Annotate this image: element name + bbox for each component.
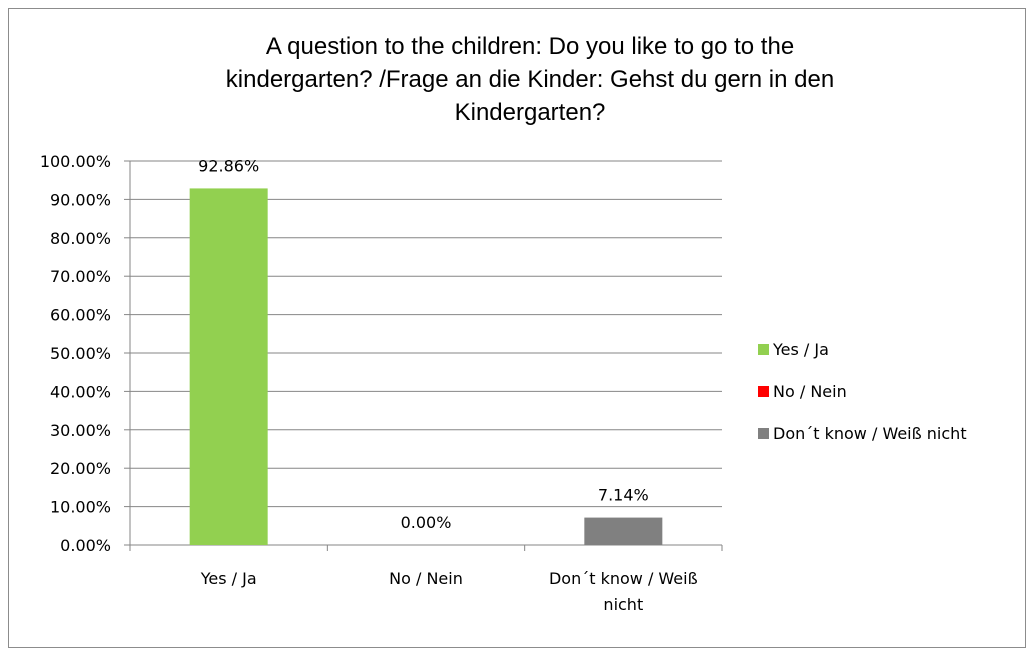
y-tick-label: 20.00% <box>50 459 111 478</box>
legend-swatch-no <box>758 385 769 397</box>
bar-chart: 0.00% 10.00% 20.00% 30.00% 40.00% 50.00% 60.00… <box>40 152 723 614</box>
chart-legend: Yes / Ja No / Nein Don´t know / Weiß nic… <box>758 328 967 454</box>
bar <box>189 188 268 545</box>
chart-frame <box>8 8 1026 648</box>
data-label: 7.14% <box>598 486 649 505</box>
x-tick-label: nicht <box>603 595 643 614</box>
y-tick-label: 80.00% <box>50 229 111 248</box>
y-tick-label: 30.00% <box>50 421 111 440</box>
legend-item-dont-know: Don´t know / Weiß nicht <box>758 412 967 454</box>
legend-item-yes: Yes / Ja <box>758 328 967 370</box>
y-tick-label: 0.00% <box>60 536 111 555</box>
x-tick-label: Don´t know / Weiß <box>549 569 698 588</box>
chart-title: A question to the children: Do you like … <box>120 30 940 129</box>
bar <box>584 517 663 545</box>
y-tick-label: 70.00% <box>50 267 111 286</box>
legend-swatch-yes <box>758 343 769 355</box>
y-tick-label: 40.00% <box>50 382 111 401</box>
chart-title-line-1: A question to the children: Do you like … <box>265 33 795 60</box>
chart-title-line-2: kindergarten? /Frage an die Kinder: Gehs… <box>225 66 835 93</box>
legend-label-no: No / Nein <box>773 381 847 401</box>
x-tick-label: No / Nein <box>389 569 463 588</box>
y-tick-label: 50.00% <box>50 344 111 363</box>
legend-item-no: No / Nein <box>758 370 967 412</box>
y-tick-label: 90.00% <box>50 190 111 209</box>
y-tick-label: 60.00% <box>50 306 111 325</box>
data-label: 92.86% <box>198 156 259 175</box>
legend-label-yes: Yes / Ja <box>773 339 829 359</box>
data-label: 0.00% <box>401 513 452 532</box>
legend-label-dont-know: Don´t know / Weiß nicht <box>773 423 967 443</box>
legend-swatch-dont-know <box>758 427 769 439</box>
y-tick-label: 100.00% <box>40 152 111 171</box>
chart-title-line-3: Kindergarten? <box>454 99 606 126</box>
x-tick-label: Yes / Ja <box>200 569 257 588</box>
y-tick-label: 10.00% <box>50 498 111 517</box>
